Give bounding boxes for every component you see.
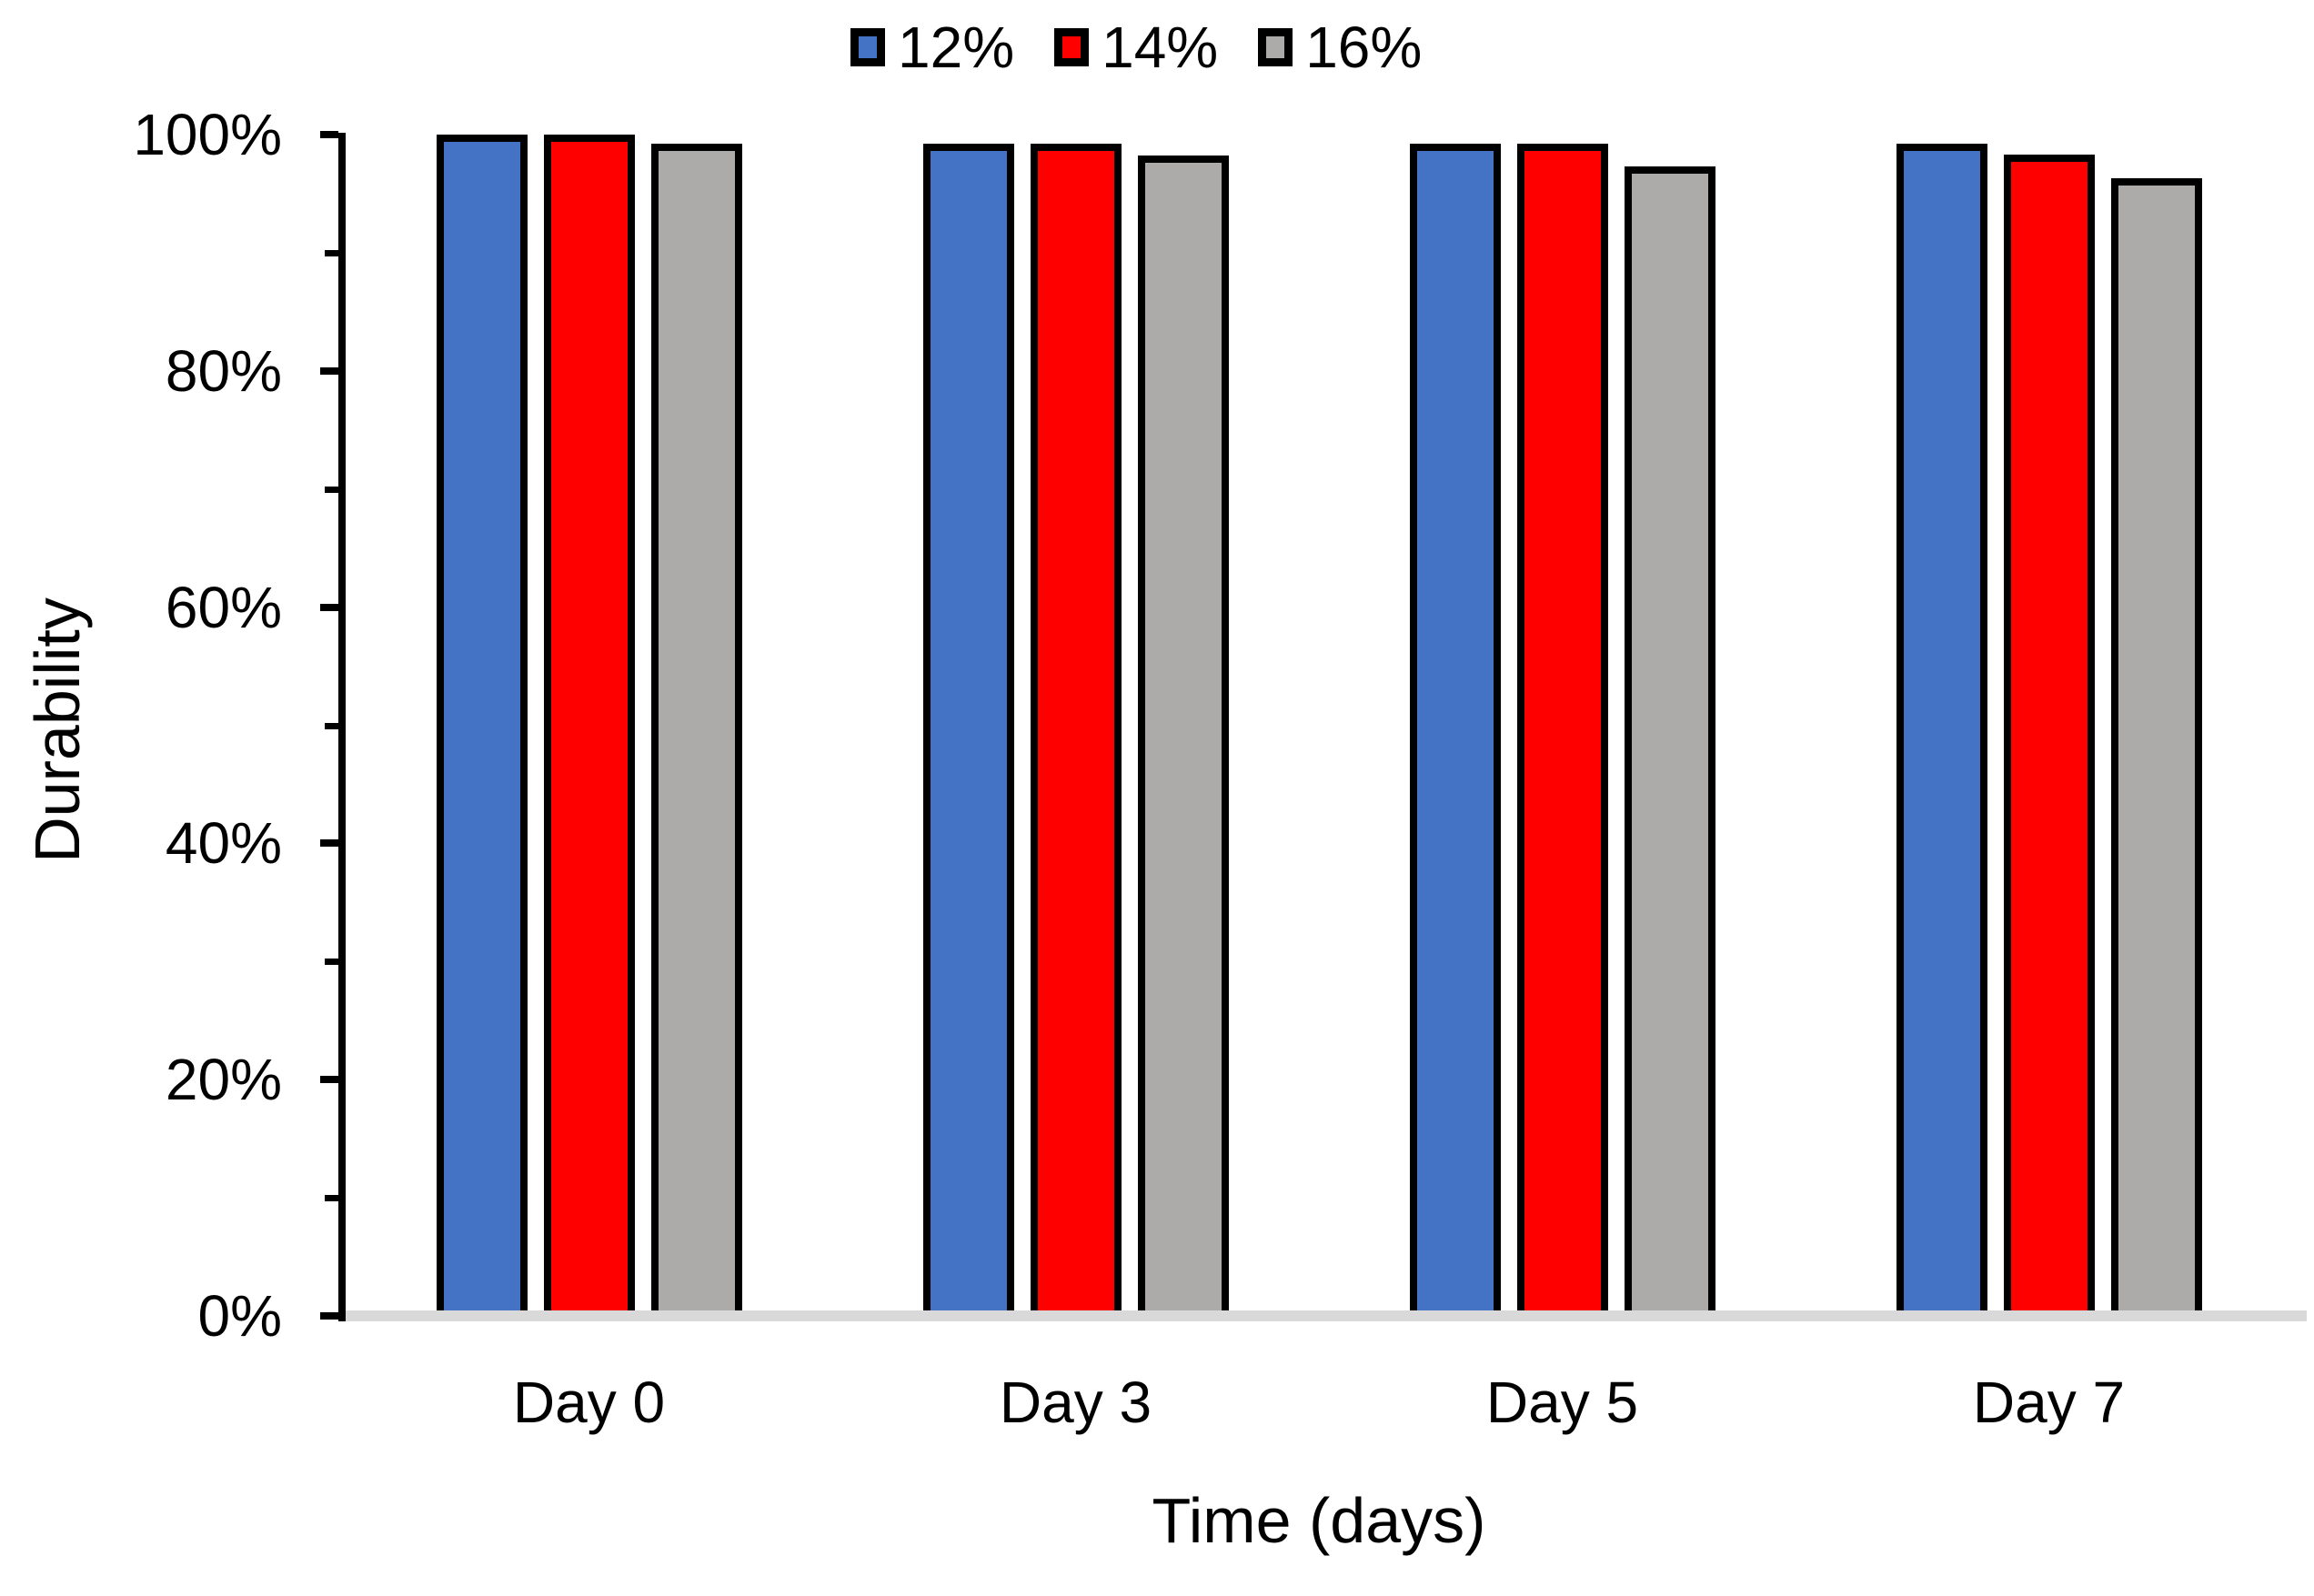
bar-14pct-day-7 (2003, 155, 2095, 1316)
legend: 12% 14% 16% (850, 18, 1422, 76)
legend-label: 16% (1305, 15, 1423, 80)
y-major-tick (320, 1076, 338, 1084)
y-minor-tick (325, 486, 338, 493)
legend-item-16pct: 16% (1258, 18, 1422, 76)
x-category-label: Day 3 (999, 1370, 1152, 1435)
bar-16pct-day-0 (650, 144, 742, 1316)
bar-12pct-day-3 (922, 144, 1014, 1316)
legend-label: 12% (898, 15, 1015, 80)
legend-item-14pct: 14% (1054, 18, 1218, 76)
bar-12pct-day-0 (436, 135, 528, 1316)
y-tick-label: 20% (165, 1047, 282, 1113)
x-category-label: Day 0 (512, 1370, 666, 1435)
bar-14pct-day-5 (1516, 144, 1608, 1316)
legend-swatch-icon (1054, 28, 1090, 66)
x-axis-baseline (346, 1310, 2307, 1321)
y-minor-tick (325, 249, 338, 256)
legend-label: 14% (1102, 15, 1219, 80)
bar-14pct-day-0 (543, 135, 635, 1316)
bar-12pct-day-7 (1896, 144, 1987, 1316)
legend-swatch-icon (850, 28, 885, 66)
y-tick-label: 0% (197, 1283, 283, 1349)
y-tick-label: 60% (165, 574, 282, 640)
y-major-tick (320, 131, 338, 138)
bar-16pct-day-3 (1137, 156, 1229, 1316)
y-major-tick (320, 366, 338, 375)
x-category-label: Day 5 (1485, 1370, 1639, 1435)
bar-16pct-day-7 (2110, 178, 2202, 1316)
legend-item-12pct: 12% (850, 18, 1014, 76)
y-minor-tick (325, 722, 338, 729)
y-axis-title: Durability (22, 597, 93, 863)
y-major-tick (320, 1312, 338, 1320)
y-axis-line (338, 133, 346, 1321)
legend-swatch-icon (1258, 28, 1293, 66)
y-tick-label: 80% (165, 337, 282, 404)
x-category-label: Day 7 (1972, 1370, 2126, 1435)
x-axis-title: Time (days) (1152, 1485, 1486, 1556)
y-tick-label: 100% (133, 102, 282, 167)
y-minor-tick (325, 959, 338, 966)
bar-16pct-day-5 (1624, 166, 1715, 1316)
y-minor-tick (325, 1195, 338, 1202)
y-major-tick (320, 839, 338, 848)
y-tick-label: 40% (165, 810, 282, 877)
bar-12pct-day-5 (1409, 144, 1501, 1316)
y-major-tick (320, 603, 338, 611)
bar-14pct-day-3 (1030, 144, 1122, 1316)
